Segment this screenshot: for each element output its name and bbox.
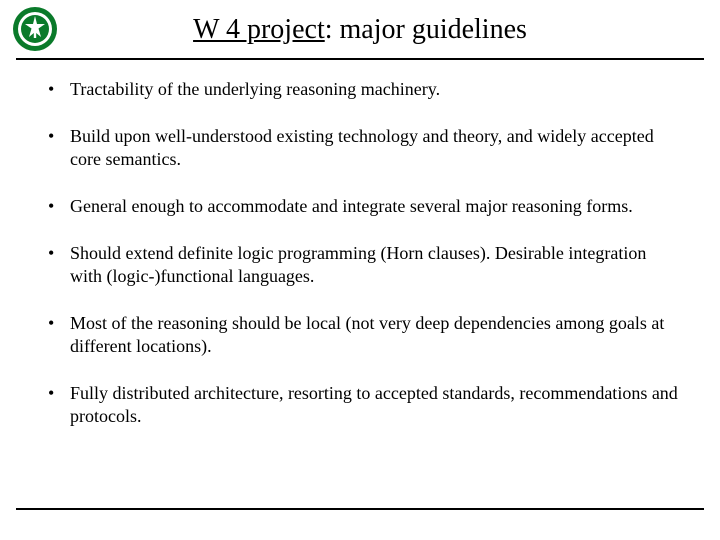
slide: W 4 project: major guidelines Tractabili… bbox=[0, 0, 720, 540]
title-suffix: : major guidelines bbox=[325, 14, 527, 45]
content-area: Tractability of the underlying reasoning… bbox=[0, 60, 720, 428]
logo-icon bbox=[12, 6, 58, 52]
list-item: Should extend definite logic programming… bbox=[42, 242, 678, 288]
list-item: Fully distributed architecture, resortin… bbox=[42, 382, 678, 428]
title-underlined: W 4 project bbox=[193, 14, 325, 45]
list-item: Build upon well-understood existing tech… bbox=[42, 125, 678, 171]
bullet-list: Tractability of the underlying reasoning… bbox=[42, 78, 678, 428]
header: W 4 project: major guidelines bbox=[0, 0, 720, 54]
slide-title: W 4 project: major guidelines bbox=[193, 14, 527, 46]
list-item: General enough to accommodate and integr… bbox=[42, 195, 678, 218]
list-item: Most of the reasoning should be local (n… bbox=[42, 312, 678, 358]
list-item: Tractability of the underlying reasoning… bbox=[42, 78, 678, 101]
divider-bottom bbox=[16, 508, 704, 510]
